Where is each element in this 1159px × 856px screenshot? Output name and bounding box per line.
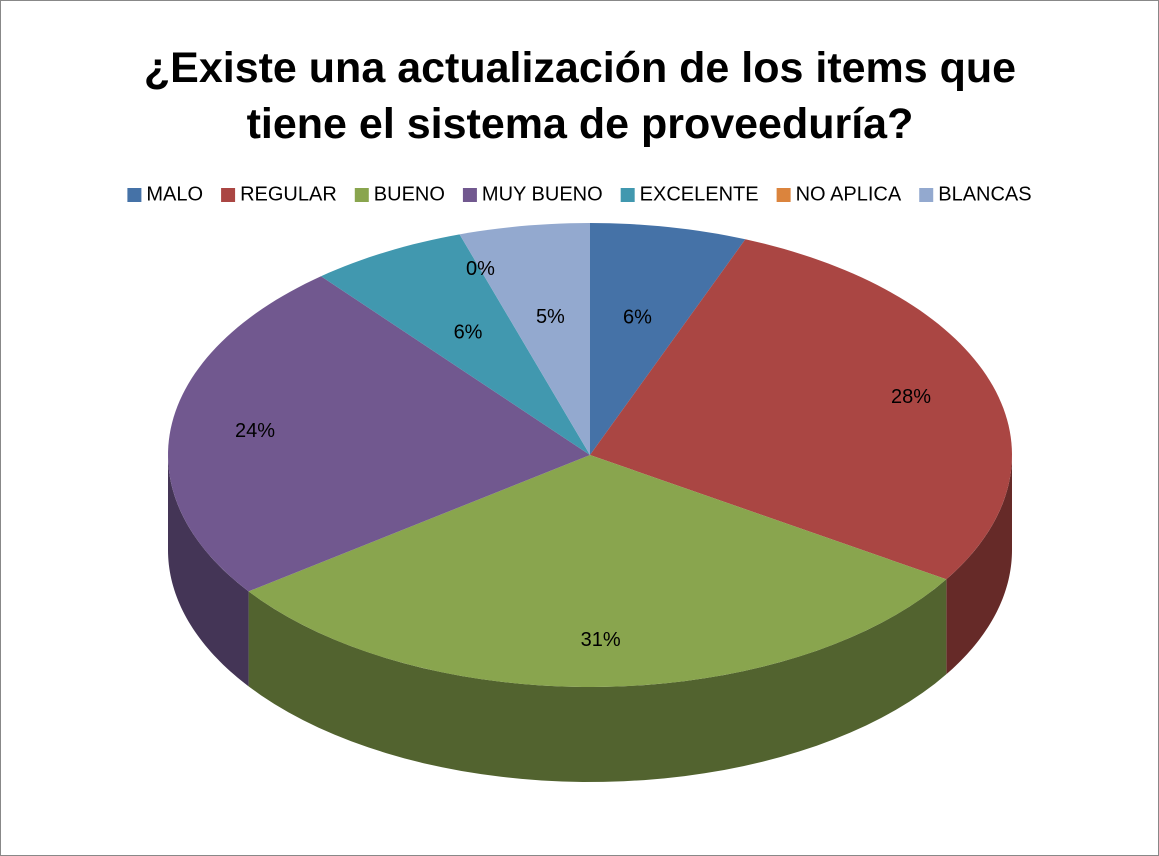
data-label: 0% bbox=[466, 258, 495, 280]
legend-item: EXCELENTE bbox=[620, 183, 759, 205]
legend-label: BLANCAS bbox=[938, 183, 1031, 205]
data-label: 6% bbox=[623, 307, 652, 329]
legend-swatch bbox=[462, 188, 477, 202]
slice bbox=[590, 223, 746, 455]
legend-label: MALO bbox=[146, 183, 203, 205]
legend-swatch bbox=[776, 188, 791, 202]
data-label: 24% bbox=[235, 420, 275, 442]
legend-item: NO APLICA bbox=[776, 183, 902, 205]
legend-item: MALO bbox=[127, 183, 203, 205]
slice bbox=[248, 455, 947, 687]
legend-swatch bbox=[221, 188, 236, 202]
legend-item: REGULAR bbox=[221, 183, 337, 205]
legend-label: REGULAR bbox=[240, 183, 337, 205]
legend-label: NO APLICA bbox=[796, 183, 902, 205]
slice bbox=[590, 239, 1012, 580]
chart-title: ¿Existe una actualización de los items q… bbox=[143, 44, 1017, 148]
slice bbox=[459, 223, 590, 455]
data-label: 5% bbox=[536, 306, 565, 328]
legend-item: BUENO bbox=[354, 183, 445, 205]
data-label: 6% bbox=[454, 321, 483, 343]
slice bbox=[321, 234, 590, 455]
legend-swatch bbox=[620, 188, 635, 202]
data-label: 28% bbox=[891, 386, 931, 408]
legend-label: EXCELENTE bbox=[640, 183, 759, 205]
legend-item: BLANCAS bbox=[919, 183, 1032, 205]
legend-item: MUY BUENO bbox=[462, 183, 603, 205]
legend-swatch bbox=[919, 188, 934, 202]
legend-label: MUY BUENO bbox=[482, 183, 603, 205]
slice-side bbox=[946, 455, 1012, 675]
legend-label: BUENO bbox=[374, 183, 445, 205]
data-label: 31% bbox=[581, 629, 621, 651]
legend-swatch bbox=[354, 188, 369, 202]
slice-side bbox=[168, 455, 249, 687]
legend-swatch bbox=[127, 188, 142, 202]
slice-side bbox=[248, 579, 947, 782]
slice bbox=[168, 276, 590, 592]
